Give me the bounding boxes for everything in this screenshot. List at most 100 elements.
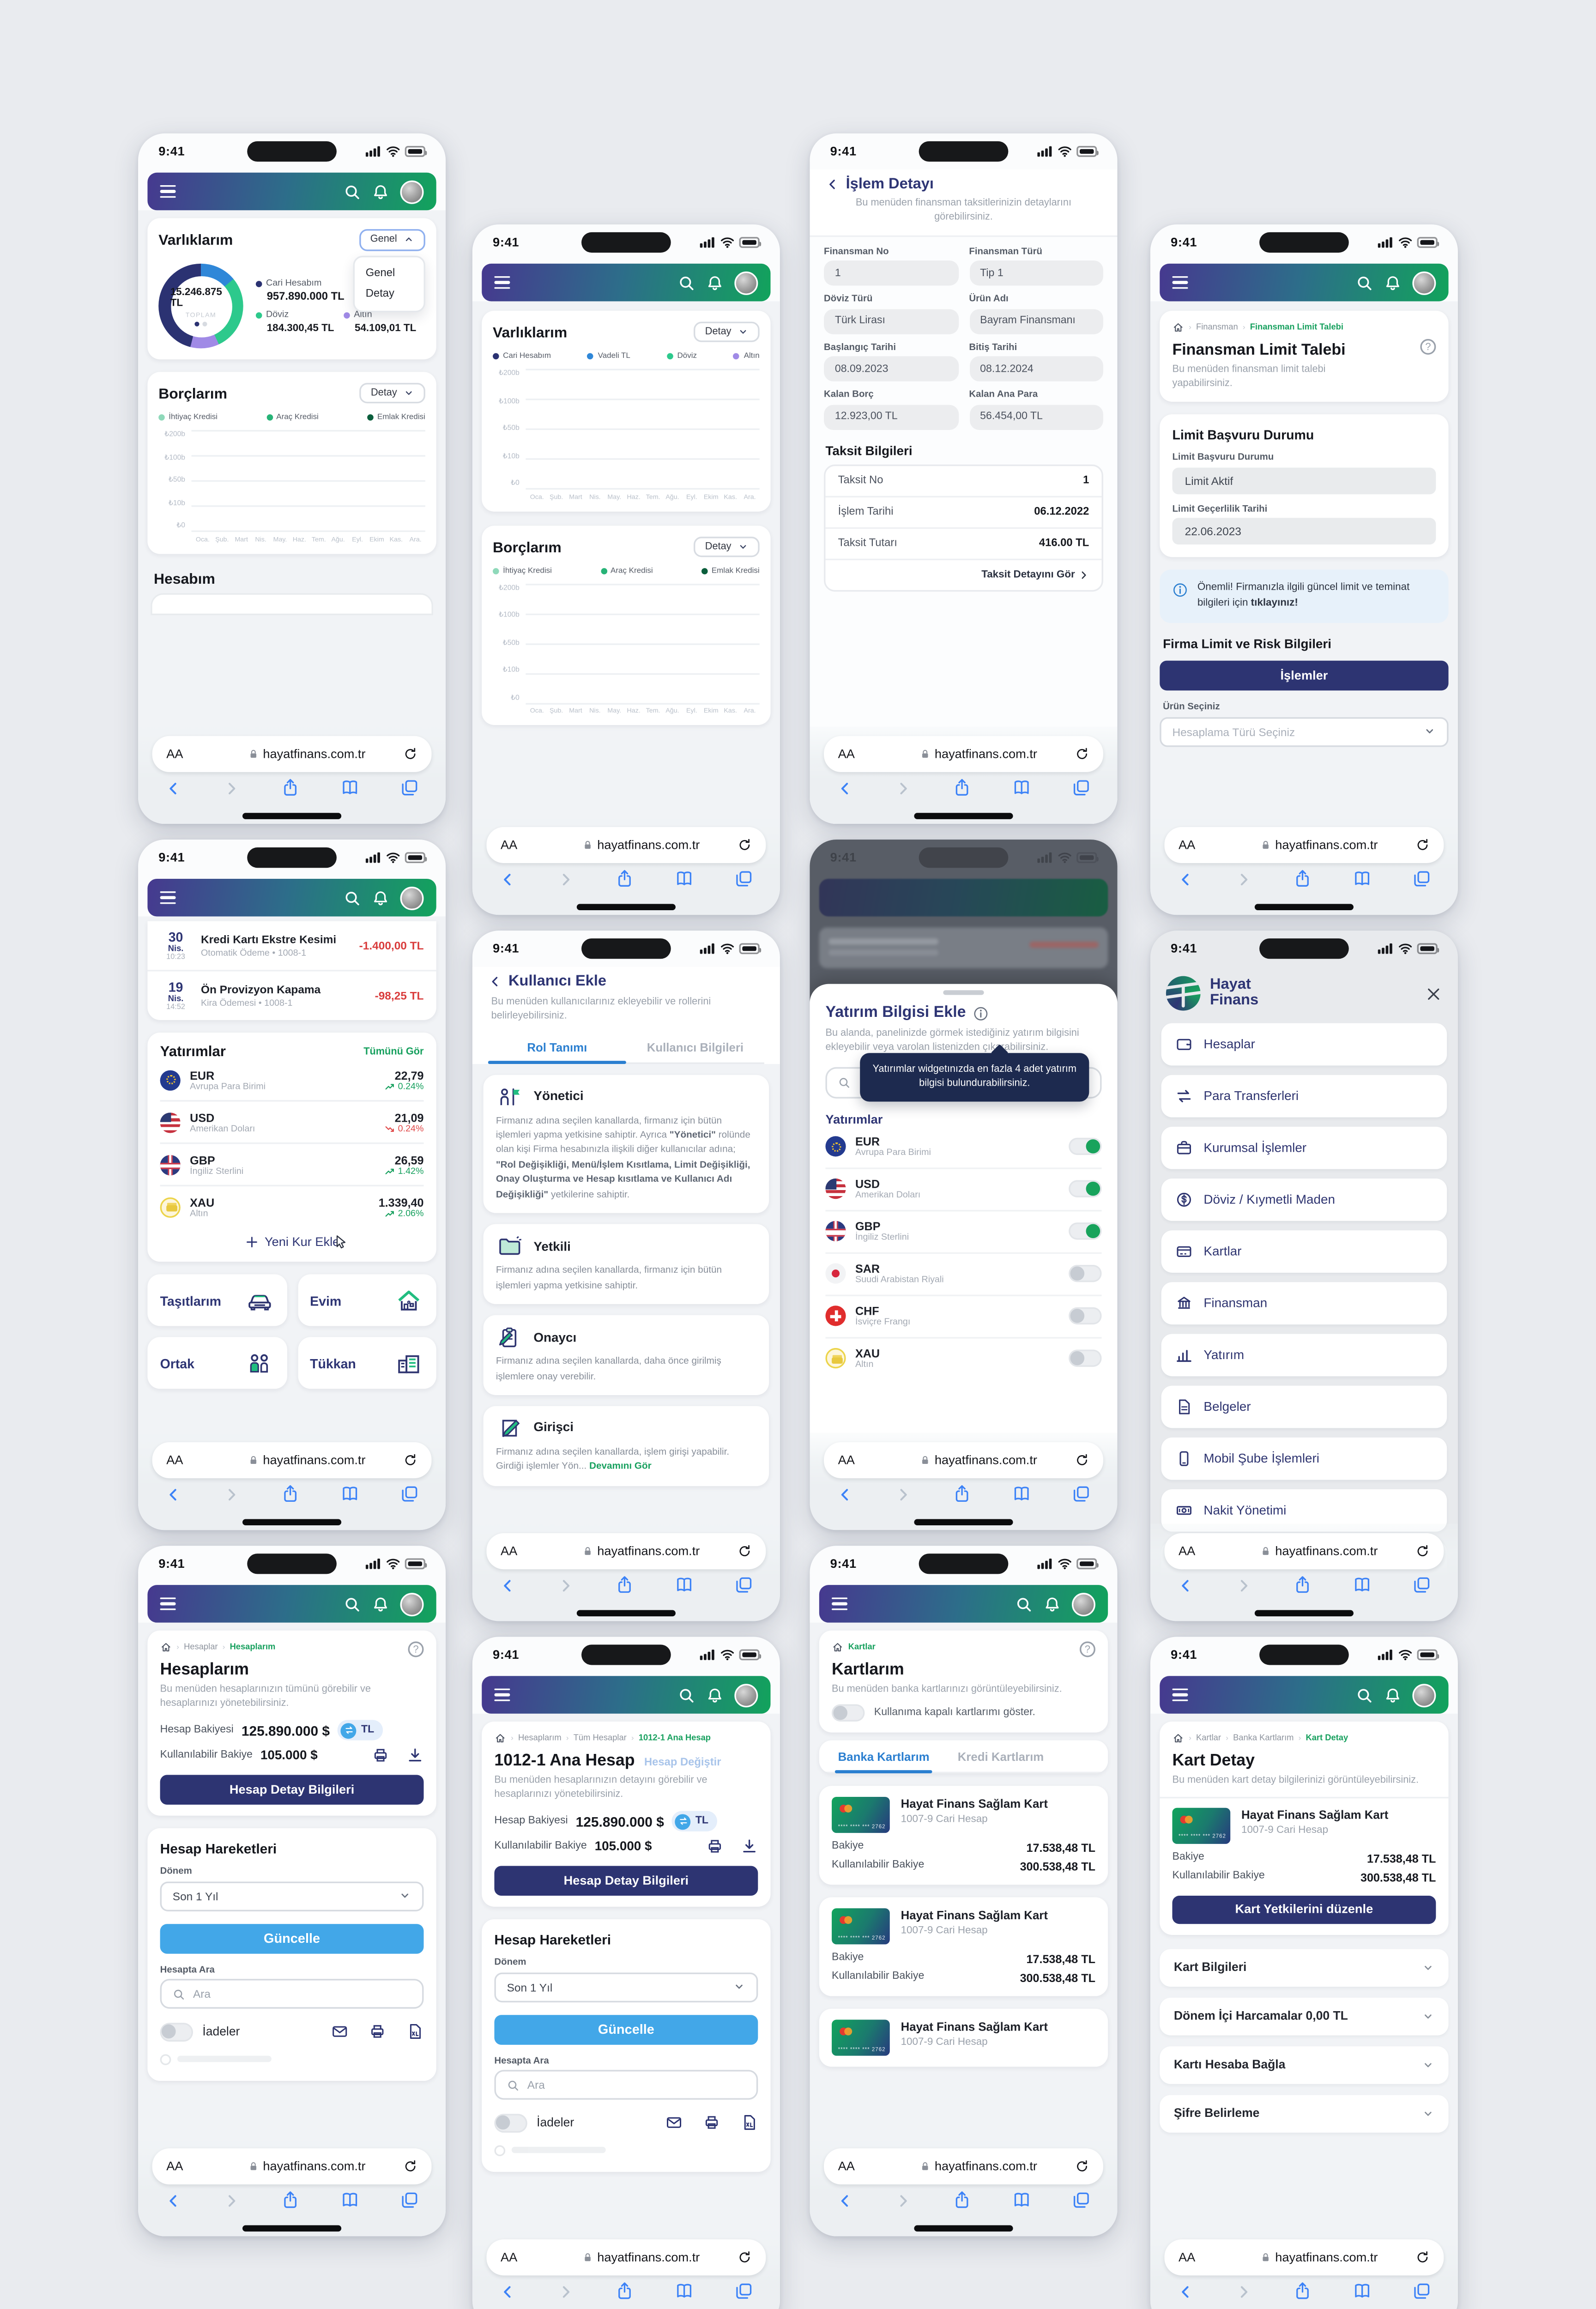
forward-button[interactable] — [895, 779, 912, 796]
islemler-button[interactable]: İşlemler — [1160, 660, 1449, 690]
reload-button[interactable] — [1075, 1453, 1089, 1468]
tabs-button[interactable] — [1412, 1576, 1431, 1595]
closed-cards-toggle[interactable] — [832, 1704, 865, 1722]
hamburger-menu-icon[interactable] — [160, 1597, 176, 1610]
forward-button[interactable] — [223, 779, 240, 796]
taksit-detay-link[interactable]: Taksit Detayını Gör — [981, 569, 1075, 580]
field-kalan-borc[interactable]: 12.923,00 TL — [824, 404, 958, 429]
tabs-button[interactable] — [1412, 870, 1431, 889]
breadcrumb-hesaplarim[interactable]: Hesaplarım — [518, 1734, 562, 1743]
home-indicator[interactable] — [576, 1610, 676, 1617]
close-icon[interactable] — [1425, 985, 1442, 1002]
home-icon[interactable] — [1172, 1733, 1184, 1744]
menu-item-doviz-kiymetli-maden[interactable]: Döviz / Kıymetli Maden — [1161, 1179, 1447, 1221]
forward-button[interactable] — [557, 870, 574, 887]
breadcrumb-banka-kartlarim[interactable]: Banka Kartlarım — [1233, 1734, 1294, 1743]
bookmarks-button[interactable] — [340, 1485, 359, 1504]
donut-pagination-dots[interactable] — [194, 320, 207, 326]
tabs-button[interactable] — [400, 779, 419, 798]
field-baslangic[interactable]: 08.09.2023 — [824, 356, 958, 381]
url-bar[interactable]: AA hayatfinans.com.tr — [152, 2148, 432, 2185]
reload-button[interactable] — [403, 2159, 417, 2174]
back-button[interactable] — [499, 870, 516, 887]
back-button[interactable] — [1177, 1576, 1194, 1593]
reload-button[interactable] — [403, 747, 417, 762]
search-icon[interactable] — [1356, 274, 1373, 291]
hamburger-menu-icon[interactable] — [494, 276, 510, 289]
back-button[interactable] — [836, 779, 853, 796]
bank-card-item[interactable]: **** **** *** 2762 Hayat Finans Sağlam K… — [819, 2009, 1108, 2067]
debts-view-dropdown[interactable]: Detay — [360, 383, 425, 404]
notifications-icon[interactable] — [1384, 1686, 1401, 1703]
tabs-button[interactable] — [1072, 2191, 1091, 2210]
avatar[interactable] — [400, 1592, 424, 1616]
hesap-detay-button[interactable]: Hesap Detay Bilgileri — [160, 1775, 424, 1805]
search-icon[interactable] — [1356, 1686, 1373, 1703]
role-card-girisci[interactable]: Girişci Firmanız adına seçilen kanallard… — [483, 1406, 769, 1486]
tab-kullanici-bilgileri[interactable]: Kullanıcı Bilgileri — [647, 1040, 744, 1054]
home-indicator[interactable] — [1254, 904, 1354, 910]
notifications-icon[interactable] — [706, 1686, 723, 1703]
bookmarks-button[interactable] — [340, 2191, 359, 2210]
hamburger-menu-icon[interactable] — [1172, 1688, 1188, 1701]
share-button[interactable] — [615, 2282, 634, 2301]
bookmarks-button[interactable] — [1012, 2191, 1031, 2210]
url-bar[interactable]: AA hayatfinans.com.tr — [824, 736, 1103, 772]
reload-button[interactable] — [738, 2250, 752, 2265]
debts-view-dropdown[interactable]: Detay — [694, 536, 760, 556]
bookmarks-button[interactable] — [1353, 870, 1372, 889]
breadcrumb-finansman[interactable]: Finansman — [1196, 323, 1238, 332]
avatar[interactable] — [1071, 1592, 1095, 1616]
avatar[interactable] — [400, 886, 424, 910]
bookmarks-button[interactable] — [1012, 1485, 1031, 1504]
forward-button[interactable] — [895, 1485, 912, 1502]
url-bar[interactable]: AA hayatfinans.com.tr — [1164, 1533, 1444, 1570]
tabs-button[interactable] — [1072, 779, 1091, 798]
home-indicator[interactable] — [576, 904, 676, 910]
investment-row-eur[interactable]: EUR Avrupa Para Birimi 22,79 0.24% — [160, 1059, 424, 1102]
devamini-gor-link[interactable]: Devamını Gör — [589, 1461, 652, 1473]
avatar[interactable] — [1412, 271, 1436, 295]
role-card-onayci[interactable]: Onaycı Firmanız adına seçilen kanallarda… — [483, 1315, 769, 1395]
iadeler-toggle[interactable] — [494, 2114, 527, 2132]
notifications-icon[interactable] — [372, 183, 389, 200]
investment-row-usd[interactable]: USD Amerikan Doları 21,09 0.24% — [160, 1102, 424, 1144]
tile-tukkan[interactable]: Tükkan — [297, 1337, 436, 1389]
home-indicator[interactable] — [242, 1519, 342, 1526]
share-button[interactable] — [953, 779, 972, 798]
role-card-yonetici[interactable]: Yönetici Firmanız adına seçilen kanallar… — [483, 1074, 769, 1214]
menu-option-genel[interactable]: Genel — [365, 268, 395, 279]
avatar[interactable] — [1412, 1683, 1436, 1707]
transaction-row[interactable]: 30 Nis. 10:23 Kredi Kartı Ekstre Kesimi … — [147, 921, 436, 972]
tabs-button[interactable] — [734, 870, 753, 889]
reload-button[interactable] — [738, 838, 752, 852]
share-button[interactable] — [1293, 1576, 1312, 1595]
xls-export-icon[interactable] — [406, 2023, 423, 2040]
home-icon[interactable] — [832, 1642, 843, 1653]
mail-icon[interactable] — [331, 2023, 348, 2040]
xls-export-icon[interactable] — [741, 2114, 758, 2131]
home-indicator[interactable] — [242, 2226, 342, 2232]
home-indicator[interactable] — [914, 813, 1013, 819]
investment-row-xau[interactable]: XAU Altın 1.339,40 2.06% — [160, 1186, 424, 1227]
tab-rol-tanimi[interactable]: Rol Tanımı — [488, 1030, 626, 1064]
iadeler-toggle[interactable] — [160, 2023, 193, 2041]
share-button[interactable] — [953, 1485, 972, 1504]
url-bar[interactable]: AA hayatfinans.com.tr — [486, 2239, 766, 2276]
avatar[interactable] — [734, 271, 758, 295]
bank-card-item[interactable]: **** **** *** 2762 Hayat Finans Sağlam K… — [819, 1898, 1108, 1997]
search-icon[interactable] — [344, 889, 361, 906]
donem-select[interactable]: Son 1 Yıl — [160, 1880, 424, 1911]
bookmarks-button[interactable] — [675, 870, 694, 889]
currency-switch[interactable]: TL — [338, 1720, 384, 1741]
field-limit-durumu[interactable]: Limit Aktif — [1172, 467, 1436, 494]
home-indicator[interactable] — [914, 2226, 1013, 2232]
bookmarks-button[interactable] — [1353, 2282, 1372, 2301]
text-size-button[interactable]: AA — [166, 2159, 183, 2174]
tab-banka-kartlarim[interactable]: Banka Kartlarım — [834, 1741, 933, 1774]
search-icon[interactable] — [344, 1595, 361, 1612]
menu-item-belgeler[interactable]: Belgeler — [1161, 1385, 1447, 1427]
menu-item-kurumsal-islemler[interactable]: Kurumsal İşlemler — [1161, 1126, 1447, 1168]
url-bar[interactable]: AA hayatfinans.com.tr — [824, 2148, 1103, 2185]
url-bar[interactable]: AA hayatfinans.com.tr — [486, 827, 766, 864]
